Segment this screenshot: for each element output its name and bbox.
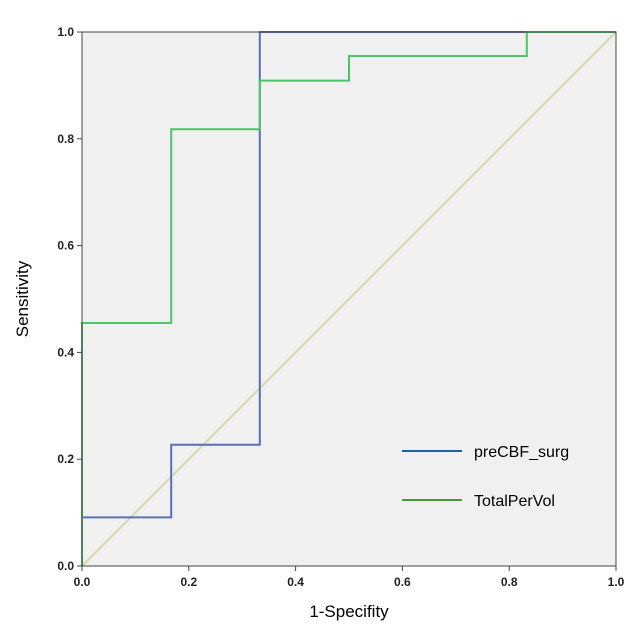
x-tick-label: 0.4 xyxy=(287,575,304,589)
y-tick-label: 0.2 xyxy=(57,452,74,466)
y-tick-label: 1.0 xyxy=(57,25,74,39)
y-tick-label: 0.0 xyxy=(57,559,74,573)
legend: preCBF_surg TotalPerVol xyxy=(402,444,569,510)
series-line-totalpervol xyxy=(81,31,616,566)
y-tick-label: 0.6 xyxy=(57,239,74,253)
x-tick-label: 0.0 xyxy=(74,575,91,589)
x-tick-label: 0.8 xyxy=(501,575,518,589)
plot-frame xyxy=(81,31,617,567)
x-axis-ticks: 0.0 0.2 0.4 0.6 0.8 1.0 xyxy=(74,566,625,589)
x-tick-label: 0.2 xyxy=(180,575,197,589)
legend-label: preCBF_surg xyxy=(474,444,569,461)
x-tick-label: 1.0 xyxy=(608,575,625,589)
y-axis-ticks: 0.0 0.2 0.4 0.6 0.8 1.0 xyxy=(57,25,82,573)
x-axis-label: 1-Specifity xyxy=(309,602,389,621)
y-axis-label: Sensitivity xyxy=(13,260,32,337)
legend-label: TotalPerVol xyxy=(474,493,555,510)
x-tick-label: 0.6 xyxy=(394,575,411,589)
y-tick-label: 0.4 xyxy=(57,345,74,359)
y-tick-label: 0.8 xyxy=(57,132,74,146)
